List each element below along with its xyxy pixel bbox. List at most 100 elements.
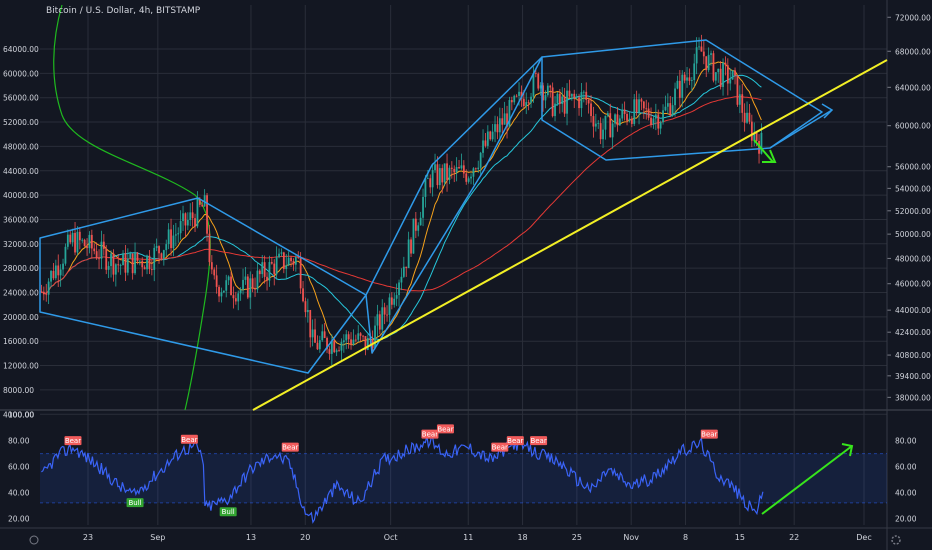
candle-body bbox=[530, 96, 532, 103]
candle-body bbox=[477, 167, 480, 170]
candle-body bbox=[170, 229, 172, 249]
candle-body bbox=[141, 260, 144, 268]
candle-body bbox=[664, 106, 667, 111]
right-tick-label: 40800.00 bbox=[895, 351, 931, 360]
chart-title: Bitcoin / U.S. Dollar, 4h, BITSTAMP bbox=[46, 6, 201, 16]
x-axis: 23 Sep 13 20 Oct 11 18 25 Nov 8 15 22 Dec bbox=[83, 533, 872, 542]
candle-body bbox=[90, 234, 93, 249]
candle-body bbox=[311, 329, 314, 338]
candle-body bbox=[318, 340, 321, 350]
candle-body bbox=[700, 46, 703, 52]
x-tick-label: 22 bbox=[789, 533, 799, 542]
candle-body bbox=[741, 94, 744, 113]
candle-body bbox=[537, 73, 540, 89]
candle-body bbox=[86, 246, 88, 249]
candle-body bbox=[659, 122, 662, 129]
candle-body bbox=[244, 276, 247, 280]
candle-body bbox=[386, 314, 388, 316]
volume-profile-curve bbox=[53, 4, 211, 411]
left-tick-label: 52000.00 bbox=[3, 118, 39, 127]
candle-body bbox=[110, 253, 112, 267]
candle-body bbox=[400, 276, 403, 283]
candle-body bbox=[546, 85, 549, 96]
candle-body bbox=[460, 165, 463, 169]
candle-body bbox=[585, 91, 588, 100]
signal-badge bbox=[219, 507, 237, 517]
candle-body bbox=[268, 262, 271, 281]
candle-body bbox=[496, 124, 499, 133]
candle-body bbox=[518, 91, 520, 96]
rsi-line bbox=[41, 435, 764, 524]
candle-body bbox=[153, 247, 156, 270]
candle-body bbox=[558, 93, 561, 105]
right-tick-label: 56000.00 bbox=[895, 163, 931, 172]
candle-body bbox=[578, 97, 580, 109]
candle-body bbox=[503, 113, 506, 125]
candle-body bbox=[294, 256, 297, 265]
candle-body bbox=[743, 112, 746, 123]
candle-body bbox=[254, 288, 256, 290]
candle-body bbox=[227, 276, 230, 281]
candle-body bbox=[160, 253, 163, 259]
candle-body bbox=[165, 244, 168, 251]
candle-body bbox=[198, 198, 201, 205]
candle-body bbox=[242, 279, 244, 290]
candle-body bbox=[407, 239, 410, 268]
candle-body bbox=[117, 264, 120, 266]
signal-label: Bear bbox=[65, 437, 81, 445]
candle-body bbox=[573, 93, 576, 98]
candle-body bbox=[431, 170, 434, 188]
candle-body bbox=[731, 70, 734, 80]
candle-body bbox=[575, 97, 578, 99]
candle-body bbox=[484, 140, 487, 146]
candle-body bbox=[748, 112, 751, 122]
signal-badge bbox=[180, 434, 198, 444]
candle-body bbox=[486, 131, 489, 146]
candle-body bbox=[630, 118, 633, 124]
candle-body bbox=[554, 103, 556, 117]
candle-body bbox=[273, 263, 276, 275]
candle-body bbox=[230, 276, 232, 296]
candle-body bbox=[119, 265, 122, 266]
candle-body bbox=[239, 289, 242, 294]
candle-body bbox=[225, 280, 228, 291]
left-tick-label: 24000.00 bbox=[3, 289, 39, 298]
candle-body bbox=[376, 314, 379, 326]
candle-body bbox=[393, 298, 396, 305]
candle-body bbox=[306, 309, 309, 313]
candle-body bbox=[54, 265, 57, 279]
candle-body bbox=[426, 178, 429, 180]
volume-profile bbox=[53, 4, 211, 411]
candle-body bbox=[314, 329, 316, 343]
candle-body bbox=[390, 297, 393, 305]
tradingview-logo-icon bbox=[29, 535, 39, 545]
candle-body bbox=[755, 132, 758, 141]
channel-arrowhead bbox=[821, 103, 834, 119]
candle-body bbox=[81, 239, 84, 241]
candle-body bbox=[42, 291, 45, 295]
candle-body bbox=[210, 262, 213, 270]
signal-label: Bear bbox=[282, 444, 298, 452]
signal-label: Bear bbox=[701, 431, 717, 439]
candle-body bbox=[338, 350, 340, 352]
rsi-left-tick-label: 60.00 bbox=[8, 463, 30, 472]
candle-body bbox=[669, 103, 672, 116]
right-tick-label: 42400.00 bbox=[895, 328, 931, 337]
candle-body bbox=[568, 90, 571, 97]
x-tick-label: 23 bbox=[83, 533, 93, 542]
x-tick-label: 25 bbox=[572, 533, 582, 542]
candle-body bbox=[402, 266, 405, 277]
candle-body bbox=[287, 257, 290, 266]
candle-body bbox=[184, 213, 187, 226]
candle-body bbox=[462, 165, 465, 174]
candle-body bbox=[412, 218, 415, 254]
candle-body bbox=[129, 253, 132, 259]
candle-body bbox=[352, 339, 355, 345]
candle-body bbox=[623, 109, 626, 114]
candle-body bbox=[532, 72, 535, 97]
candle-body bbox=[258, 270, 261, 275]
candle-body bbox=[489, 131, 492, 140]
candle-body bbox=[350, 339, 352, 345]
